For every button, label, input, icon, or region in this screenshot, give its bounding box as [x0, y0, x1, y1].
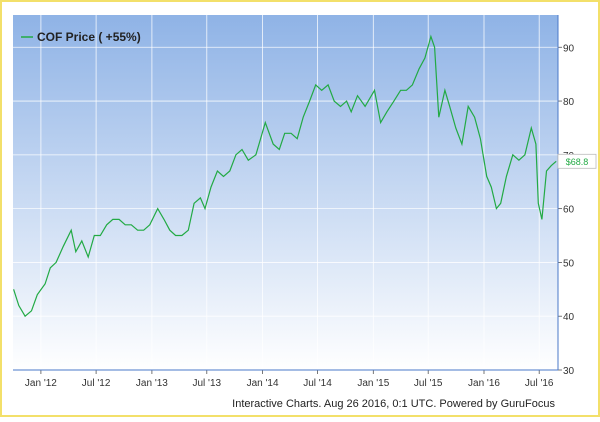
- x-tick-label: Jan '13: [136, 378, 168, 389]
- y-tick-label: 30: [563, 366, 575, 377]
- x-tick-label: Jan '12: [25, 378, 57, 389]
- y-tick-label: 60: [563, 205, 575, 216]
- x-tick-label: Jul '14: [303, 378, 332, 389]
- series-line: [13, 34, 557, 318]
- y-tick-label: 90: [563, 43, 575, 54]
- footer-credit: Interactive Charts. Aug 26 2016, 0:1 UTC…: [232, 398, 555, 410]
- y-tick-label: 80: [563, 97, 575, 108]
- legend: COF Price ( +55%): [21, 30, 141, 44]
- x-axis: Jan '12 Jul '12 Jan '13 Jul '13 Jan '14 Jul '…: [13, 369, 558, 389]
- last-value-label: $68.8: [566, 157, 589, 167]
- legend-label: COF Price ( +55%): [37, 30, 141, 44]
- plot-area: [13, 15, 558, 370]
- y-tick-label: 40: [563, 312, 575, 323]
- x-tick-label: Jul '13: [193, 378, 222, 389]
- x-tick-label: Jul '16: [525, 378, 554, 389]
- x-tick-label: Jul '15: [414, 378, 443, 389]
- y-axis: 30405060708090: [557, 15, 575, 377]
- last-value-callout: $68.8: [557, 153, 597, 169]
- x-tick-label: Jan '14: [247, 378, 279, 389]
- x-tick-label: Jan '16: [468, 378, 500, 389]
- x-tick-label: Jan '15: [357, 378, 389, 389]
- last-value-box: [557, 153, 597, 169]
- x-tick-label: Jul '12: [82, 378, 111, 389]
- y-tick-label: 50: [563, 258, 575, 269]
